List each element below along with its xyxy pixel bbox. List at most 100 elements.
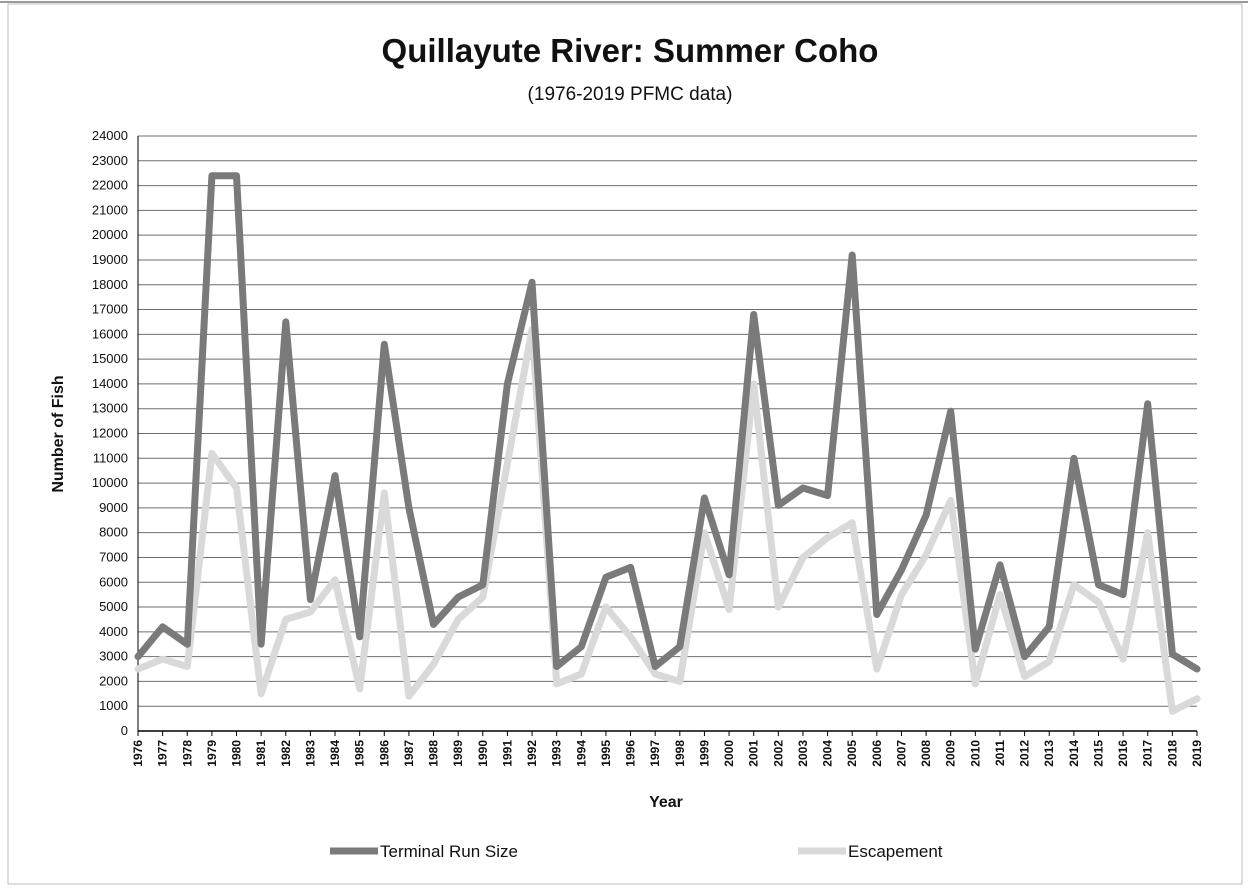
- data-point: [554, 681, 559, 686]
- x-tick-label: 1976: [131, 740, 145, 767]
- data-point: [308, 610, 313, 614]
- x-axis-label: Year: [649, 794, 683, 811]
- data-point: [136, 667, 140, 671]
- y-tick-label: 0: [121, 723, 128, 738]
- data-point: [702, 496, 707, 500]
- data-point: [1096, 582, 1101, 587]
- data-point: [456, 595, 461, 600]
- x-tick-label: 2008: [919, 740, 933, 767]
- chart-subtitle: (1976-2019 PFMC data): [528, 84, 733, 105]
- y-tick-label: 20000: [92, 227, 128, 242]
- data-point: [1195, 696, 1199, 701]
- x-tick-label: 1993: [550, 740, 564, 767]
- data-point: [406, 505, 411, 510]
- x-tick-label: 1982: [279, 740, 293, 767]
- data-point: [899, 567, 904, 572]
- x-tick-label: 1989: [451, 740, 465, 767]
- y-tick-label: 4000: [99, 624, 128, 639]
- x-tick-label: 2016: [1116, 740, 1130, 767]
- y-tick-label: 18000: [92, 277, 128, 292]
- x-tick-label: 1994: [574, 740, 588, 767]
- y-tick-label: 16000: [92, 326, 128, 341]
- y-tick-label: 11000: [93, 450, 128, 465]
- data-point: [382, 342, 387, 347]
- x-tick-label: 2012: [1018, 740, 1032, 767]
- x-tick-label: 1986: [377, 740, 391, 767]
- x-tick-label: 2004: [821, 740, 835, 767]
- y-tick-label: 12000: [92, 426, 128, 441]
- x-tick-label: 1980: [230, 740, 244, 767]
- data-point: [1170, 709, 1175, 714]
- chart-title: Quillayute River: Summer Coho: [382, 32, 879, 69]
- y-tick-label: 8000: [99, 525, 128, 540]
- y-tick-label: 1000: [99, 698, 128, 713]
- data-point: [283, 617, 288, 622]
- data-point: [480, 582, 485, 587]
- x-tick-label: 2001: [747, 740, 761, 767]
- x-tick-label: 2006: [870, 740, 884, 767]
- data-point: [185, 642, 190, 647]
- data-point: [603, 605, 608, 609]
- x-tick-label: 1978: [180, 740, 194, 767]
- y-tick-label: 19000: [92, 252, 128, 267]
- data-point: [554, 664, 559, 669]
- y-tick-label: 13000: [92, 401, 128, 416]
- y-tick-label: 17000: [92, 302, 128, 317]
- data-point: [579, 644, 584, 649]
- legend: Terminal Run Size Escapement: [330, 842, 943, 861]
- data-point: [751, 381, 756, 386]
- data-point: [160, 657, 165, 662]
- y-tick-label: 24000: [92, 128, 128, 143]
- series-line-escapement: [134, 325, 1201, 715]
- data-point: [850, 253, 855, 257]
- data-point: [727, 572, 732, 577]
- data-point: [801, 555, 805, 560]
- data-point: [874, 667, 879, 671]
- x-tick-label: 2011: [993, 740, 1007, 766]
- x-axis-ticks: 1976 1977 1978 1979 1980 1981 1982 1983 1984 1985…: [131, 731, 1204, 767]
- data-point: [333, 473, 337, 478]
- data-point: [1047, 659, 1052, 664]
- x-tick-label: 1992: [525, 740, 539, 767]
- x-tick-label: 1998: [673, 740, 687, 767]
- data-point: [776, 503, 781, 508]
- chart-border: [7, 3, 1243, 885]
- data-point: [653, 672, 658, 676]
- data-point: [456, 617, 461, 622]
- data-point: [357, 686, 362, 691]
- series-layer: [134, 172, 1201, 715]
- y-axis-ticks: 0 1000 2000 3000 4000 5000 6000 7000 8000 9000 100…: [92, 128, 128, 738]
- data-point: [801, 486, 805, 490]
- y-tick-label: 7000: [99, 549, 128, 564]
- y-tick-label: 23000: [92, 153, 128, 168]
- data-point: [628, 634, 633, 639]
- data-point: [924, 513, 929, 518]
- data-point: [579, 672, 584, 676]
- x-tick-label: 2015: [1091, 740, 1105, 767]
- legend-label-escapement: Escapement: [848, 842, 943, 861]
- x-tick-label: 2010: [968, 740, 982, 767]
- x-tick-label: 1981: [254, 740, 268, 767]
- y-axis-label: Number of Fish: [50, 375, 67, 492]
- x-tick-label: 1995: [599, 740, 613, 767]
- data-point: [628, 565, 633, 570]
- x-tick-label: 2003: [796, 740, 810, 767]
- y-tick-label: 10000: [92, 475, 128, 490]
- data-point: [209, 173, 214, 178]
- x-tick-label: 2017: [1141, 740, 1155, 767]
- x-tick-label: 1984: [328, 740, 342, 767]
- data-point: [406, 694, 411, 699]
- x-tick-label: 2007: [894, 740, 908, 767]
- data-point: [998, 562, 1002, 567]
- data-point: [259, 642, 264, 647]
- x-tick-label: 1997: [648, 740, 662, 767]
- y-tick-label: 2000: [99, 673, 128, 688]
- x-tick-label: 2000: [722, 740, 736, 767]
- data-point: [185, 664, 190, 669]
- data-point: [160, 624, 165, 629]
- data-point: [850, 520, 855, 525]
- data-point: [1145, 530, 1150, 535]
- x-tick-label: 1991: [500, 740, 514, 767]
- x-tick-label: 2014: [1067, 740, 1081, 767]
